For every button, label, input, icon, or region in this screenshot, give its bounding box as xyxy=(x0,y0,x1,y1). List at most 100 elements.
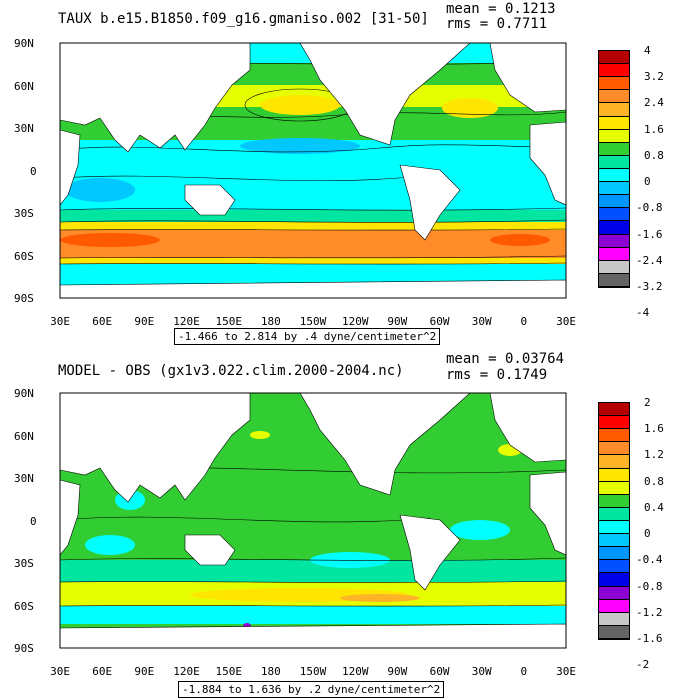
colorbar-swatch xyxy=(599,494,629,508)
colorbar-label: 2 xyxy=(644,396,651,409)
colorbar-swatch xyxy=(599,573,629,587)
lat-tick-label: 60S xyxy=(14,599,34,613)
colorbar-label: -0.8 xyxy=(636,201,663,215)
colorbar-swatch xyxy=(599,51,629,65)
lon-tick-label: 120W xyxy=(341,315,369,328)
colorbar-label: 2.4 xyxy=(644,96,664,110)
lat-tick-label: 90S xyxy=(14,642,34,655)
lat-tick-label: 0 xyxy=(30,164,37,178)
lat-tick-label: 90N xyxy=(14,37,34,50)
panel-title: MODEL - OBS (gx1v3.022.clim.2000-2004.nc… xyxy=(58,363,404,379)
colorbar-swatch xyxy=(599,260,629,274)
colorbar-swatch xyxy=(599,507,629,521)
colorbar xyxy=(598,50,630,288)
lon-tick-label: 90W xyxy=(387,665,408,678)
colorbar-label: 3.2 xyxy=(644,70,664,84)
lat-tick-label: 90S xyxy=(14,292,34,305)
lon-tick-label: 180 xyxy=(260,665,281,678)
colorbar-swatch xyxy=(599,560,629,574)
colorbar-swatch xyxy=(599,442,629,456)
colorbar-label: -1.6 xyxy=(636,632,663,645)
lat-tick-label: 60N xyxy=(14,429,34,443)
lon-tick-label: 90E xyxy=(134,315,155,328)
taux-map xyxy=(59,42,567,299)
lat-tick-label: 60S xyxy=(14,249,34,263)
colorbar-swatch xyxy=(599,155,629,169)
colorbar-swatch xyxy=(599,586,629,600)
mean-value: mean = 0.1213 xyxy=(446,1,556,17)
lon-tick-label: 30E xyxy=(50,665,70,678)
rms-value: rms = 0.7711 xyxy=(446,16,548,32)
colorbar-label: -4 xyxy=(636,306,650,320)
colorbar-label: -2.4 xyxy=(636,253,663,267)
panel-title: TAUX b.e15.B1850.f09_g16.gmaniso.002 [31… xyxy=(58,11,429,27)
lon-tick-label: 120E xyxy=(173,665,200,678)
colorbar-label: -2 xyxy=(636,658,650,672)
colorbar-label: 1.6 xyxy=(644,422,664,436)
colorbar-label: -3.2 xyxy=(636,280,663,293)
mean-value: mean = 0.03764 xyxy=(446,351,565,367)
colorbar-swatch xyxy=(599,195,629,209)
colorbar-swatch xyxy=(599,455,629,469)
lat-tick-label: 30N xyxy=(14,472,34,485)
lon-tick-label: 0 xyxy=(520,665,528,678)
lon-tick-label: 90E xyxy=(134,665,155,678)
lat-tick-label: 30S xyxy=(14,207,34,220)
colorbar-swatch xyxy=(599,273,629,287)
colorbar-swatch xyxy=(599,481,629,495)
rms-value: rms = 0.1749 xyxy=(446,367,548,383)
colorbar-swatch xyxy=(599,142,629,156)
lon-tick-label: 30W xyxy=(471,315,492,328)
colorbar-swatch xyxy=(599,429,629,443)
lon-tick-label: 30E xyxy=(556,665,576,678)
colorbar-swatch xyxy=(599,77,629,91)
colorbar-swatch xyxy=(599,468,629,482)
colorbar-swatch xyxy=(599,599,629,613)
lon-tick-label: 120E xyxy=(173,315,200,328)
lat-tick-label: 60N xyxy=(14,79,34,93)
colorbar-swatch xyxy=(599,90,629,104)
colorbar-label: -0.8 xyxy=(636,579,663,593)
colorbar-swatch xyxy=(599,234,629,248)
colorbar-swatch xyxy=(599,182,629,196)
colorbar-swatch xyxy=(599,416,629,430)
lon-tick-label: 150E xyxy=(215,665,242,678)
colorbar-swatch xyxy=(599,168,629,183)
colorbar-swatch xyxy=(599,129,629,143)
colorbar-swatch xyxy=(599,625,629,639)
colorbar-label: 0.8 xyxy=(644,474,664,488)
lon-tick-label: 120W xyxy=(341,665,369,678)
range-box: -1.884 to 1.636 by .2 dyne/centimeter^2 xyxy=(178,681,445,698)
colorbar-label: -0.4 xyxy=(636,553,663,567)
lon-tick-label: 60W xyxy=(429,665,450,678)
colorbar-swatch xyxy=(599,103,629,117)
lon-tick-label: 150E xyxy=(215,315,242,328)
colorbar-swatch xyxy=(599,116,629,130)
lon-tick-label: 180 xyxy=(260,315,281,328)
colorbar-swatch xyxy=(599,612,629,626)
colorbar-label: 0 xyxy=(644,527,651,541)
lon-tick-label: 90W xyxy=(387,315,408,328)
range-box: -1.466 to 2.814 by .4 dyne/centimeter^2 xyxy=(174,328,441,345)
colorbar-label: 0.8 xyxy=(644,148,664,162)
colorbar-swatch xyxy=(599,247,629,261)
colorbar-label: -1.6 xyxy=(636,227,663,241)
colorbar-swatch xyxy=(599,534,629,548)
colorbar-swatch xyxy=(599,520,629,535)
lat-tick-label: 30S xyxy=(14,557,34,570)
colorbar-label: 4 xyxy=(644,44,651,57)
colorbar-swatch xyxy=(599,221,629,235)
colorbar-label: 0 xyxy=(644,175,651,189)
lat-tick-label: 90N xyxy=(14,387,34,400)
lon-tick-label: 150W xyxy=(299,665,327,678)
lon-tick-label: 150W xyxy=(299,315,327,328)
lon-tick-label: 60E xyxy=(92,315,113,328)
colorbar-swatch xyxy=(599,64,629,78)
colorbar-swatch xyxy=(599,403,629,417)
colorbar-label: 0.4 xyxy=(644,500,664,514)
colorbar xyxy=(598,402,630,640)
colorbar-label: -1.2 xyxy=(636,605,663,619)
lon-tick-label: 0 xyxy=(520,315,528,328)
colorbar-label: 1.2 xyxy=(644,448,664,462)
